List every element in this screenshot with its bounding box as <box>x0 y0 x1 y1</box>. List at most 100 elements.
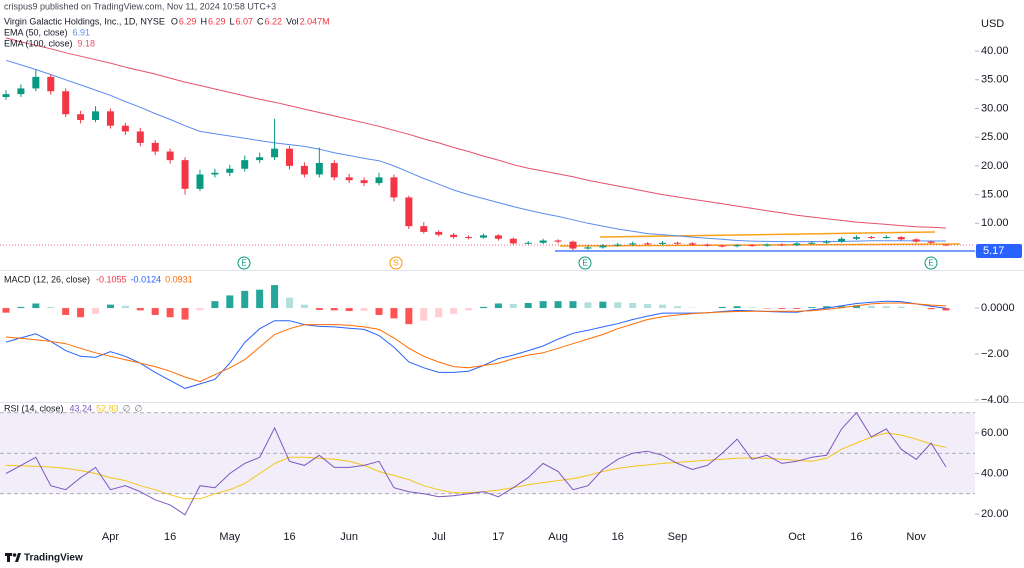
candle-body <box>151 142 159 152</box>
candle-body <box>509 238 517 244</box>
histogram-bar <box>211 301 219 309</box>
candle-body <box>450 234 458 238</box>
candle-body <box>360 180 368 184</box>
candle-body <box>435 231 443 235</box>
field-value: 6.07 <box>236 16 254 26</box>
histogram-bar <box>300 304 308 309</box>
candle-body <box>659 242 667 244</box>
x-tick-label: Jun <box>340 531 358 543</box>
histogram-bar <box>241 290 249 309</box>
field-label: O <box>171 16 178 26</box>
histogram-bar <box>181 308 189 320</box>
histogram-bar <box>524 303 532 309</box>
candle-body <box>330 163 338 178</box>
signal-line <box>5 302 947 383</box>
candle-body <box>390 177 398 198</box>
candle-body <box>2 94 10 98</box>
candle-body <box>554 240 562 242</box>
histogram-bar <box>614 302 622 309</box>
histogram-bar <box>77 308 85 318</box>
histogram-bar <box>927 308 935 310</box>
candle-body <box>539 240 547 243</box>
histogram-bar <box>420 308 428 321</box>
candle-body <box>226 168 234 173</box>
histogram-bar <box>62 308 70 315</box>
histogram-bar <box>196 308 204 311</box>
candle-body <box>121 125 129 132</box>
histogram-bar <box>285 297 293 309</box>
x-tick-label: 16 <box>612 531 624 543</box>
histogram-bar <box>465 308 473 311</box>
x-tick-label: 16 <box>850 531 862 543</box>
footer-logo <box>5 553 21 562</box>
legend-value: 9.18 <box>78 38 96 48</box>
histogram-bar <box>375 308 383 315</box>
histogram-bar <box>629 303 637 309</box>
event-marker <box>389 256 403 270</box>
legend-value: -0.0124 <box>131 274 162 284</box>
candle-body <box>345 177 353 181</box>
histogram-bar <box>599 301 607 309</box>
y-tick-label: 15.00 <box>981 188 1009 200</box>
field-label: H <box>200 16 207 26</box>
legend-entry: EMA (50, close) <box>4 27 68 37</box>
field-value: 6.29 <box>208 16 226 26</box>
y-tick-label: 35.00 <box>981 74 1009 86</box>
candle-body <box>897 237 905 240</box>
histogram-bar <box>271 285 279 309</box>
candle-body <box>718 245 726 247</box>
y-tick-label: 40.00 <box>981 467 1009 479</box>
histogram-bar <box>435 308 443 318</box>
event-label: S <box>393 259 398 268</box>
histogram-bar <box>2 308 10 313</box>
event-label: E <box>241 259 246 268</box>
published-note: crispus9 published on TradingView.com, N… <box>4 1 276 11</box>
x-tick-label: Aug <box>548 531 568 543</box>
legend-value: -0.1055 <box>96 274 127 284</box>
legend-value: ∅ <box>134 403 142 413</box>
candle-body <box>808 242 816 244</box>
y-tick-label: −2.00 <box>981 348 1009 360</box>
candle-body <box>136 131 144 143</box>
x-tick-label: Sep <box>668 531 688 543</box>
candle-body <box>181 160 189 189</box>
field-value: 6.29 <box>179 16 197 26</box>
footer-brand: TradingView <box>24 553 83 564</box>
candle-body <box>524 242 532 244</box>
y-tick-label: 30.00 <box>981 102 1009 114</box>
histogram-bar <box>897 306 905 309</box>
candle-body <box>733 245 741 247</box>
field-label: C <box>257 16 264 26</box>
candle-body <box>748 245 756 247</box>
candle-body <box>882 237 890 239</box>
histogram-bar <box>852 305 860 309</box>
candle-body <box>867 237 875 239</box>
candle-body <box>211 172 219 175</box>
histogram-bar <box>569 301 577 309</box>
x-tick-label: May <box>219 531 240 543</box>
histogram-bar <box>479 306 487 309</box>
x-tick-label: Jul <box>432 531 446 543</box>
legend-value: 6.91 <box>73 27 91 37</box>
candle-body <box>823 241 831 243</box>
candle-body <box>912 239 920 242</box>
x-tick-label: 17 <box>492 531 504 543</box>
candle-body <box>47 76 55 92</box>
histogram-bar <box>47 306 55 309</box>
candle-body <box>77 114 85 120</box>
histogram-bar <box>673 306 681 309</box>
candle-body <box>375 177 383 184</box>
candle-body <box>793 243 801 246</box>
histogram-bar <box>718 306 726 309</box>
histogram-bar <box>92 308 100 314</box>
x-tick-label: Nov <box>906 531 926 543</box>
candle-body <box>166 151 174 161</box>
candle-body <box>688 243 696 245</box>
y-tick-label: 25.00 <box>981 131 1009 143</box>
x-tick-label: 16 <box>283 531 295 543</box>
candle-body <box>465 237 473 239</box>
macd-line <box>5 300 947 389</box>
event-marker <box>578 256 592 270</box>
histogram-bar <box>256 289 264 309</box>
